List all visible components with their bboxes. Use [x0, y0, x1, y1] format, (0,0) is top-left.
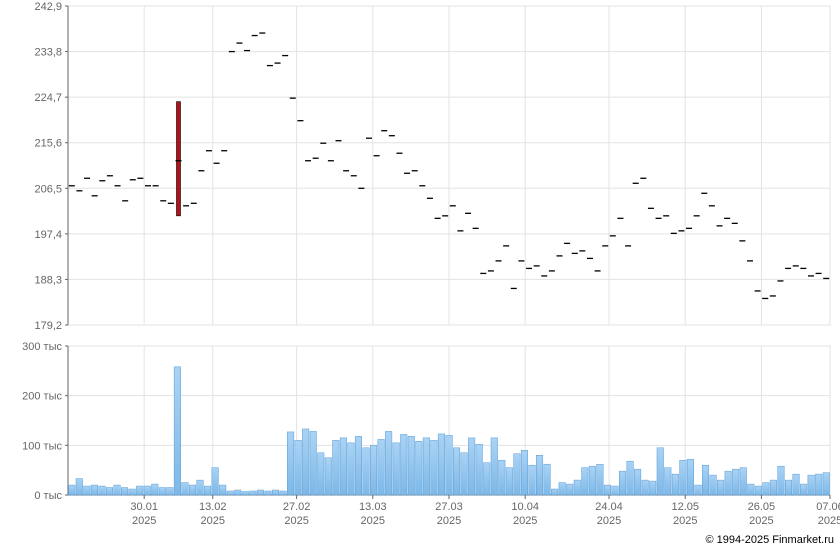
svg-text:27.03: 27.03: [435, 501, 463, 513]
svg-text:200 тыс: 200 тыс: [22, 391, 62, 403]
svg-text:197,4: 197,4: [34, 229, 62, 241]
svg-text:13.03: 13.03: [359, 501, 387, 513]
svg-text:2025: 2025: [361, 515, 385, 527]
svg-text:26.05: 26.05: [748, 501, 776, 513]
svg-text:10.04: 10.04: [511, 501, 539, 513]
svg-text:0 тыс: 0 тыс: [34, 490, 62, 502]
svg-text:27.02: 27.02: [283, 501, 311, 513]
svg-text:13.02: 13.02: [199, 501, 227, 513]
svg-text:206,5: 206,5: [34, 183, 62, 195]
copyright-notice: © 1994-2025 Finmarket.ru: [705, 534, 834, 546]
svg-text:2025: 2025: [201, 515, 225, 527]
svg-text:233,8: 233,8: [34, 47, 62, 59]
svg-text:24.04: 24.04: [595, 501, 623, 513]
svg-text:2025: 2025: [597, 515, 621, 527]
svg-text:224,7: 224,7: [34, 92, 62, 104]
copyright-text: © 1994-2025 Finmarket.ru: [705, 534, 834, 546]
price-volume-chart: 179,2 188,3 197,4 206,5 215,6 224,7 233,8 242,9…: [0, 0, 840, 550]
svg-text:12.05: 12.05: [671, 501, 699, 513]
svg-text:2025: 2025: [437, 515, 461, 527]
svg-text:242,9: 242,9: [34, 1, 62, 13]
svg-text:2025: 2025: [132, 515, 156, 527]
svg-text:2025: 2025: [513, 515, 537, 527]
svg-text:188,3: 188,3: [34, 274, 62, 286]
svg-text:2025: 2025: [284, 515, 308, 527]
svg-text:2025: 2025: [818, 515, 840, 527]
svg-text:2025: 2025: [749, 515, 773, 527]
svg-text:2025: 2025: [673, 515, 697, 527]
svg-text:300 тыс: 300 тыс: [22, 341, 62, 353]
svg-text:215,6: 215,6: [34, 138, 62, 150]
svg-text:30.01: 30.01: [130, 501, 158, 513]
svg-text:179,2: 179,2: [34, 320, 62, 332]
svg-text:100 тыс: 100 тыс: [22, 440, 62, 452]
svg-text:07.06: 07.06: [816, 501, 840, 513]
